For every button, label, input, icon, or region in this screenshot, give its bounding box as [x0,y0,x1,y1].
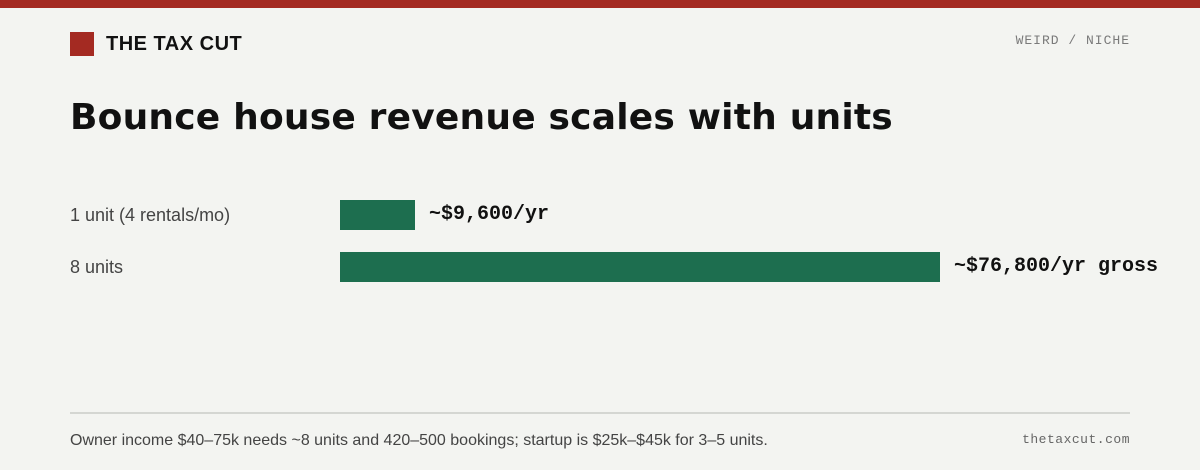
bar [340,252,940,282]
category-label: 8 units [70,257,124,277]
value-label: ~$9,600/yr [429,203,550,226]
site-url: thetaxcut.com [1022,432,1130,447]
footer-divider [70,412,1130,414]
bar [340,200,415,230]
brand-square-icon [70,32,94,56]
category-label: 1 unit (4 rentals/mo) [70,205,231,225]
bar-row: 1 unit (4 rentals/mo) ~$9,600/yr [0,200,1200,230]
category-tag: WEIRD / NICHE [1015,33,1130,48]
value-label: ~$76,800/yr gross [954,255,1159,278]
bar-row: 8 units ~$76,800/yr gross [0,252,1200,282]
footnote: Owner income $40–75k needs ~8 units and … [70,432,768,449]
brand-name: THE TAX CUT [106,32,243,55]
chart-title: Bounce house revenue scales with units [70,97,893,138]
bar-chart: 1 unit (4 rentals/mo) ~$9,600/yr 8 units ~$… [0,190,1200,300]
brand: THE TAX CUT [70,32,242,56]
top-accent-rule [0,0,1200,8]
